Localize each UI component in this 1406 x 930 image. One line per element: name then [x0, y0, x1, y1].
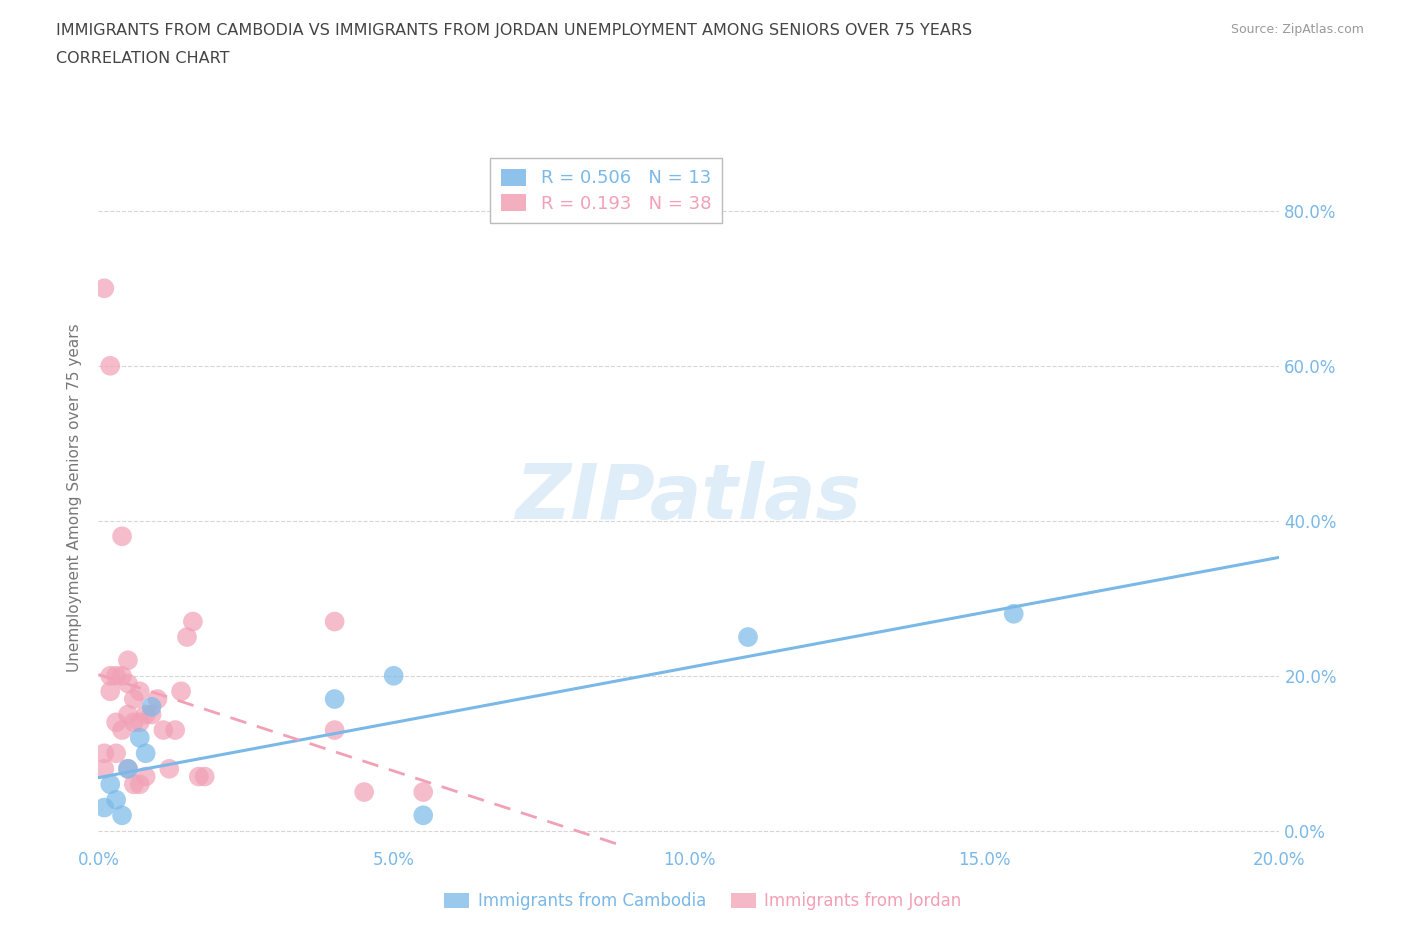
Point	[93, 281, 115, 296]
Point	[135, 707, 157, 722]
Point	[165, 723, 187, 737]
Point	[98, 358, 121, 373]
Point	[105, 746, 128, 761]
Point	[93, 746, 115, 761]
Point	[128, 777, 150, 791]
Point	[105, 669, 128, 684]
Point	[117, 762, 139, 777]
Point	[157, 762, 180, 777]
Point	[128, 730, 150, 745]
Point	[98, 669, 121, 684]
Point	[128, 715, 150, 730]
Point	[122, 777, 145, 791]
Point	[111, 669, 134, 684]
Point	[323, 723, 346, 737]
Point	[105, 792, 128, 807]
Text: Source: ZipAtlas.com: Source: ZipAtlas.com	[1230, 23, 1364, 36]
Point	[117, 707, 139, 722]
Point	[122, 715, 145, 730]
Point	[111, 808, 134, 823]
Point	[141, 707, 163, 722]
Point	[117, 676, 139, 691]
Point	[181, 614, 204, 629]
Legend: Immigrants from Cambodia, Immigrants from Jordan: Immigrants from Cambodia, Immigrants fro…	[437, 885, 969, 917]
Point	[176, 630, 198, 644]
Point	[111, 529, 134, 544]
Point	[135, 746, 157, 761]
Point	[187, 769, 209, 784]
Point	[117, 762, 139, 777]
Point	[152, 723, 174, 737]
Point	[412, 808, 434, 823]
Point	[141, 699, 163, 714]
Legend: R = 0.506   N = 13, R = 0.193   N = 38: R = 0.506 N = 13, R = 0.193 N = 38	[491, 158, 723, 223]
Text: CORRELATION CHART: CORRELATION CHART	[56, 51, 229, 66]
Point	[128, 684, 150, 698]
Point	[98, 777, 121, 791]
Point	[194, 769, 217, 784]
Text: IMMIGRANTS FROM CAMBODIA VS IMMIGRANTS FROM JORDAN UNEMPLOYMENT AMONG SENIORS OV: IMMIGRANTS FROM CAMBODIA VS IMMIGRANTS F…	[56, 23, 973, 38]
Point	[105, 715, 128, 730]
Text: ZIPatlas: ZIPatlas	[516, 460, 862, 535]
Point	[135, 769, 157, 784]
Point	[412, 785, 434, 800]
Point	[170, 684, 193, 698]
Point	[737, 630, 759, 644]
Point	[111, 723, 134, 737]
Point	[382, 669, 405, 684]
Point	[323, 614, 346, 629]
Point	[93, 762, 115, 777]
Point	[117, 653, 139, 668]
Y-axis label: Unemployment Among Seniors over 75 years: Unemployment Among Seniors over 75 years	[67, 324, 83, 671]
Point	[1002, 606, 1025, 621]
Point	[323, 692, 346, 707]
Point	[93, 800, 115, 815]
Point	[146, 692, 169, 707]
Point	[122, 692, 145, 707]
Point	[98, 684, 121, 698]
Point	[353, 785, 375, 800]
